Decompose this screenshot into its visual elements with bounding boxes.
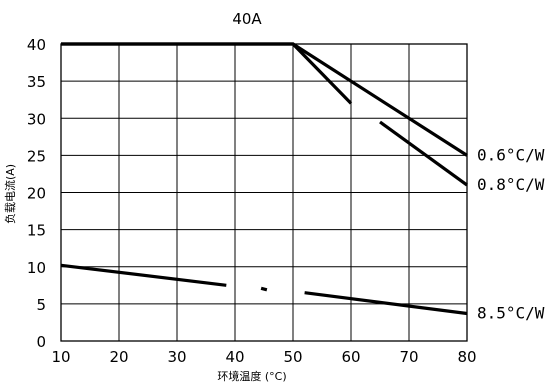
y-tick-label: 30 xyxy=(27,110,46,128)
y-tick-label: 15 xyxy=(27,222,46,240)
chart-title: 40A xyxy=(232,10,262,28)
y-tick-label: 10 xyxy=(27,259,46,277)
series-line-2 xyxy=(304,291,468,316)
series-line-1 xyxy=(379,120,468,187)
x-tick-label: 20 xyxy=(109,348,128,366)
y-tick-label: 5 xyxy=(36,296,46,314)
grid xyxy=(60,43,468,342)
y-tick-label: 0 xyxy=(36,333,46,351)
x-tick-label: 60 xyxy=(341,348,360,366)
x-tick-label: 10 xyxy=(51,348,70,366)
x-tick-label: 70 xyxy=(399,348,418,366)
series-label: 8.5°C/W xyxy=(477,304,545,323)
series-line-2 xyxy=(260,286,268,292)
series-label: 0.8°C/W xyxy=(477,175,545,194)
y-tick-label: 35 xyxy=(27,73,46,91)
series-lines xyxy=(60,42,468,316)
y-tick-label: 40 xyxy=(27,36,46,54)
x-axis-label: 环境温度 (°C) xyxy=(217,369,286,383)
series-line-0 xyxy=(61,42,468,157)
y-axis-label: 负载电流(A) xyxy=(3,164,17,224)
series-labels: 0.6°C/W 0.8°C/W 8.5°C/W xyxy=(477,145,545,322)
y-tick-label: 25 xyxy=(27,147,46,165)
x-tick-label: 50 xyxy=(283,348,302,366)
y-tick-label: 20 xyxy=(27,185,46,203)
series-line-2 xyxy=(60,263,227,287)
x-tick-label: 80 xyxy=(457,348,476,366)
series-label: 0.6°C/W xyxy=(477,145,545,164)
series-line-1 xyxy=(61,42,353,105)
x-tick-label: 40 xyxy=(225,348,244,366)
tick-labels: 10 20 30 40 50 60 70 80 0 5 10 15 20 25 30 35 40 xyxy=(27,36,477,366)
x-tick-label: 30 xyxy=(167,348,186,366)
